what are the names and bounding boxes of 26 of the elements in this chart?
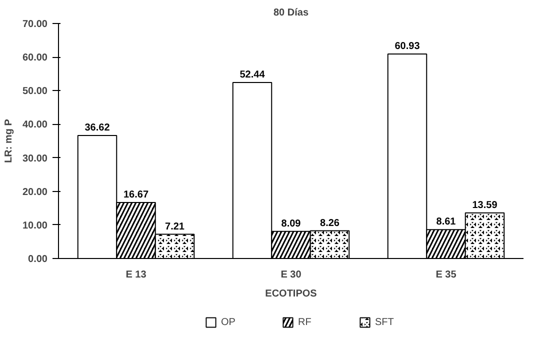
y-tick-label: 50.00	[22, 86, 48, 98]
y-tick-label: 30.00	[22, 153, 48, 164]
data-label: 13.59	[472, 200, 498, 211]
data-label: 8.61	[436, 216, 456, 228]
data-label: 52.44	[240, 69, 266, 80]
y-axis-title: LR: mg P	[3, 118, 14, 163]
data-label: 7.21	[165, 221, 185, 232]
data-label: 8.09	[281, 218, 302, 230]
data-label: 8.26	[320, 218, 340, 229]
y-tick-label: 10.00	[22, 220, 48, 232]
data-label: 16.67	[123, 190, 149, 201]
y-tick-label: 20.00	[22, 186, 48, 198]
y-tick-label: 40.00	[22, 120, 48, 131]
legend-label: RF	[298, 316, 312, 328]
x-axis-title: ECOTIPOS	[265, 288, 318, 300]
y-tick-label: 0.00	[28, 254, 48, 265]
y-tick-label: 70.00	[22, 19, 48, 30]
chart-title: 80 Días	[273, 8, 309, 18]
data-label: 60.93	[394, 40, 420, 52]
y-tick-label: 60.00	[22, 52, 48, 64]
data-label: 36.62	[84, 122, 110, 134]
legend-label: SFT	[375, 316, 395, 328]
x-tick-label: E 13	[126, 270, 147, 280]
x-tick-label: E 35	[436, 270, 457, 280]
x-tick-label: E 30	[280, 270, 302, 280]
legend-label: OP	[221, 316, 236, 328]
